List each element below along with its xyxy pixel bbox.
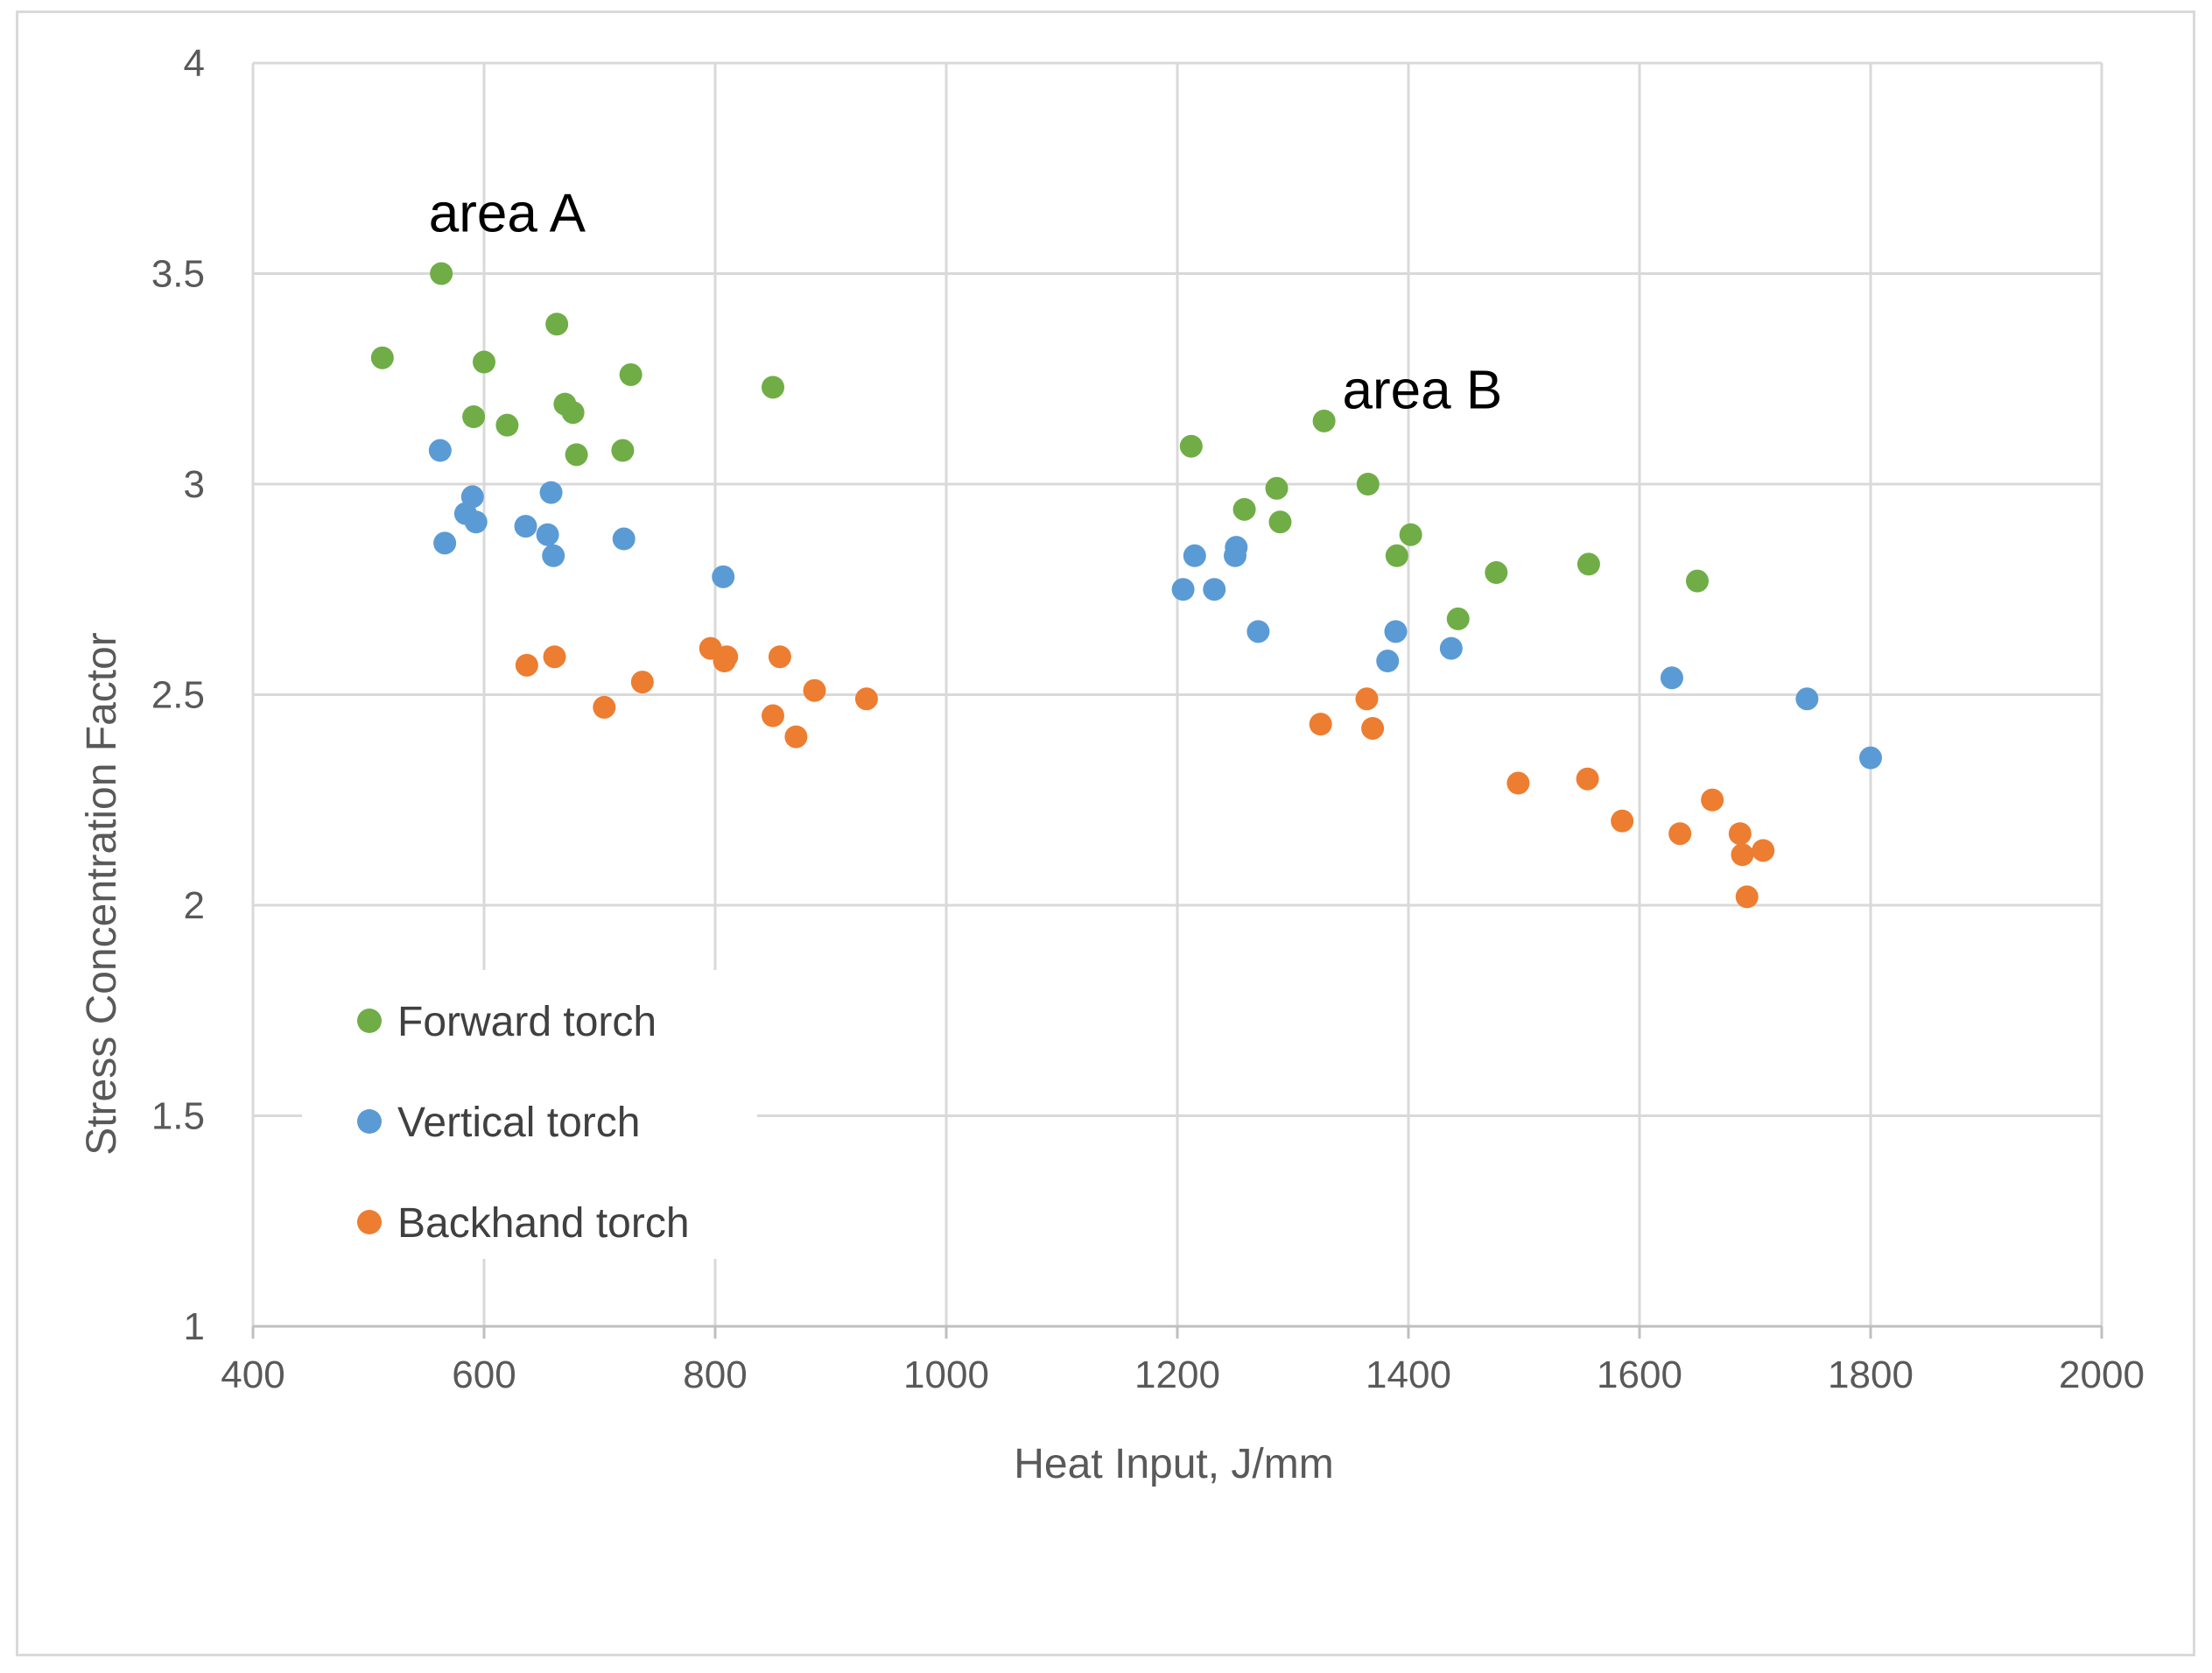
- legend-label-backhand: Backhand torch: [397, 1200, 690, 1247]
- forward-torch-point: [1686, 569, 1709, 593]
- backhand-torch-point: [1701, 788, 1724, 812]
- vertical-torch-point: [464, 510, 488, 534]
- backhand-torch-point: [1668, 822, 1692, 846]
- backhand-torch-point: [1735, 885, 1759, 909]
- backhand-torch-point: [784, 725, 808, 749]
- backhand-torch-point: [1611, 809, 1634, 833]
- forward-torch-point: [611, 439, 635, 462]
- backhand-torch-point: [803, 678, 826, 702]
- y-tick-label: 1: [184, 1305, 205, 1348]
- x-axis-title: Heat Input, J/mm: [1014, 1441, 1333, 1487]
- x-tick-label: 400: [221, 1353, 284, 1396]
- forward-torch-point: [495, 413, 519, 437]
- vertical-torch-point: [1376, 650, 1400, 673]
- vertical-torch-point: [1225, 536, 1248, 559]
- forward-torch-point: [1399, 523, 1422, 546]
- vertical-torch-point: [428, 439, 452, 462]
- vertical-torch-point: [1384, 620, 1408, 643]
- legend-label-forward: Forward torch: [397, 999, 657, 1045]
- forward-torch-point: [1232, 497, 1256, 521]
- forward-torch-point: [762, 376, 784, 399]
- x-tick-label: 1200: [1134, 1353, 1220, 1396]
- chart-frame: [16, 11, 2195, 1656]
- vertical-torch-point: [1439, 636, 1463, 660]
- forward-torch-point: [1485, 561, 1508, 585]
- vertical-torch-point: [1660, 666, 1683, 690]
- x-tick-label: 1000: [903, 1353, 989, 1396]
- y-tick-label: 2: [184, 884, 205, 927]
- tick-labels: 400 600 800 1000 1200 1400 1600 1800 2000 1 1.5 2 2.…: [151, 42, 2145, 1396]
- y-tick-label: 4: [184, 42, 205, 85]
- y-tick-label: 1.5: [151, 1095, 205, 1138]
- legend-marker-backhand: [357, 1210, 382, 1234]
- forward-torch-point: [1576, 552, 1600, 576]
- x-tick-label: 1400: [1366, 1353, 1451, 1396]
- forward-torch-point: [1446, 607, 1470, 630]
- y-axis-title: Stress Concentration Factor: [79, 632, 125, 1156]
- x-tick-label: 600: [452, 1353, 516, 1396]
- backhand-torch-point: [543, 645, 566, 669]
- backhand-torch-point: [1309, 713, 1332, 736]
- x-tick-label: 1800: [1828, 1353, 1914, 1396]
- y-tick-label: 3: [184, 463, 205, 506]
- vertical-torch-point: [542, 544, 565, 567]
- vertical-torch-point: [1183, 544, 1206, 567]
- forward-torch-point: [1312, 409, 1336, 432]
- backhand-torch-point: [768, 645, 791, 669]
- x-tick-label: 800: [683, 1353, 747, 1396]
- forward-torch-point: [545, 313, 569, 336]
- forward-torch-point: [1268, 510, 1292, 534]
- vertical-torch-point: [536, 523, 559, 546]
- forward-torch-point: [1385, 544, 1408, 567]
- vertical-torch-point: [1859, 746, 1882, 770]
- vertical-torch-point: [539, 481, 563, 504]
- backhand-torch-point: [515, 653, 538, 677]
- forward-torch-point: [561, 401, 585, 425]
- legend-label-vertical: Vertical torch: [397, 1100, 640, 1146]
- forward-torch-point: [1265, 476, 1289, 500]
- backhand-torch-point: [762, 704, 784, 728]
- vertical-torch-point: [1203, 578, 1226, 601]
- vertical-torch-point: [514, 515, 537, 538]
- vertical-torch-point: [1171, 578, 1195, 601]
- backhand-torch-point: [593, 695, 616, 719]
- vertical-torch-point: [460, 485, 484, 509]
- forward-torch-point: [1356, 473, 1380, 496]
- legend-marker-forward: [357, 1009, 382, 1033]
- vertical-torch-point: [433, 531, 457, 555]
- data-points: [370, 262, 1882, 909]
- backhand-torch-point: [1361, 716, 1385, 740]
- x-tick-label: 2000: [2059, 1353, 2145, 1396]
- backhand-torch-point: [630, 671, 654, 694]
- y-tick-label: 2.5: [151, 674, 205, 717]
- backhand-torch-point: [1728, 822, 1752, 846]
- backhand-torch-point: [1355, 687, 1379, 711]
- forward-torch-point: [473, 350, 495, 374]
- annotation-area-a: area A: [429, 183, 586, 243]
- backhand-torch-point: [1731, 843, 1754, 867]
- vertical-torch-point: [1795, 687, 1819, 711]
- backhand-torch-point: [1506, 771, 1530, 795]
- backhand-torch-point: [854, 687, 878, 711]
- legend-marker-vertical: [357, 1109, 382, 1134]
- forward-torch-point: [1179, 434, 1203, 458]
- backhand-torch-point: [1752, 839, 1775, 862]
- forward-torch-point: [619, 362, 643, 386]
- axes: [251, 63, 2103, 1339]
- forward-torch-point: [430, 262, 453, 285]
- backhand-torch-point: [715, 645, 739, 669]
- y-tick-label: 3.5: [151, 253, 205, 296]
- backhand-torch-point: [1576, 767, 1599, 791]
- vertical-torch-point: [712, 565, 735, 588]
- vertical-torch-point: [1246, 620, 1270, 643]
- forward-torch-point: [462, 405, 486, 429]
- forward-torch-point: [370, 346, 394, 369]
- vertical-torch-point: [612, 527, 636, 551]
- x-tick-label: 1600: [1597, 1353, 1682, 1396]
- forward-torch-point: [565, 443, 588, 467]
- legend: Forward torch Vertical torch Backhand to…: [302, 970, 757, 1259]
- annotation-area-b: area B: [1343, 360, 1503, 420]
